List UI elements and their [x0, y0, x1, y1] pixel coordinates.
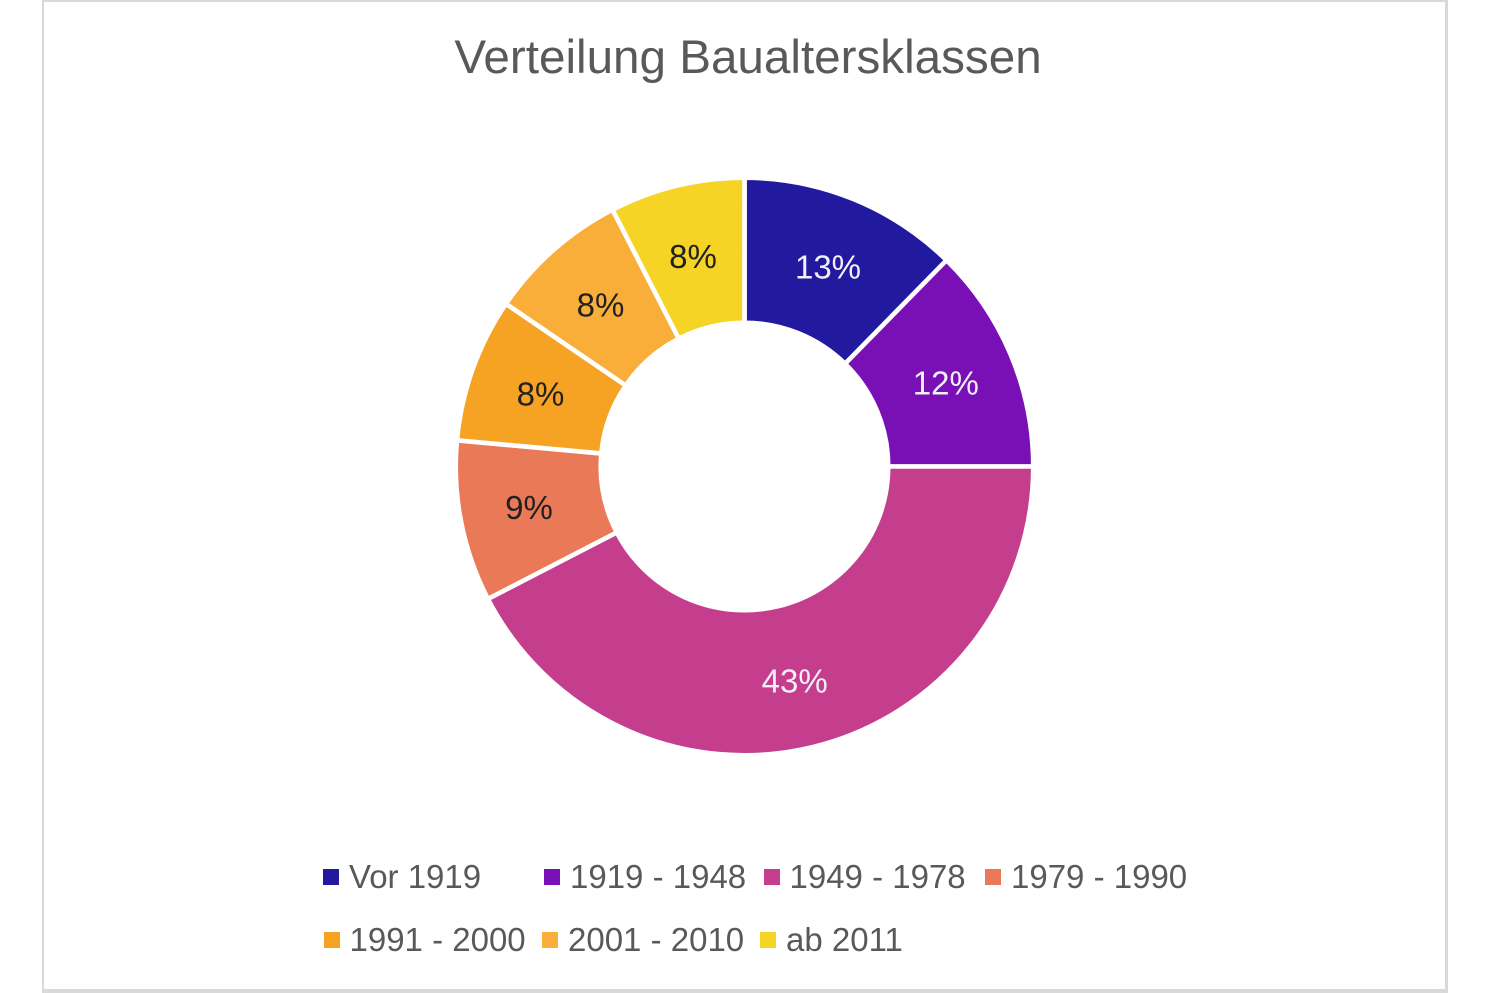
svg-text:13%: 13% [795, 249, 861, 286]
svg-text:43%: 43% [762, 663, 828, 700]
svg-text:8%: 8% [517, 376, 565, 413]
svg-text:12%: 12% [913, 365, 979, 402]
svg-text:9%: 9% [505, 489, 553, 526]
svg-text:8%: 8% [669, 238, 717, 275]
svg-text:8%: 8% [577, 287, 625, 324]
